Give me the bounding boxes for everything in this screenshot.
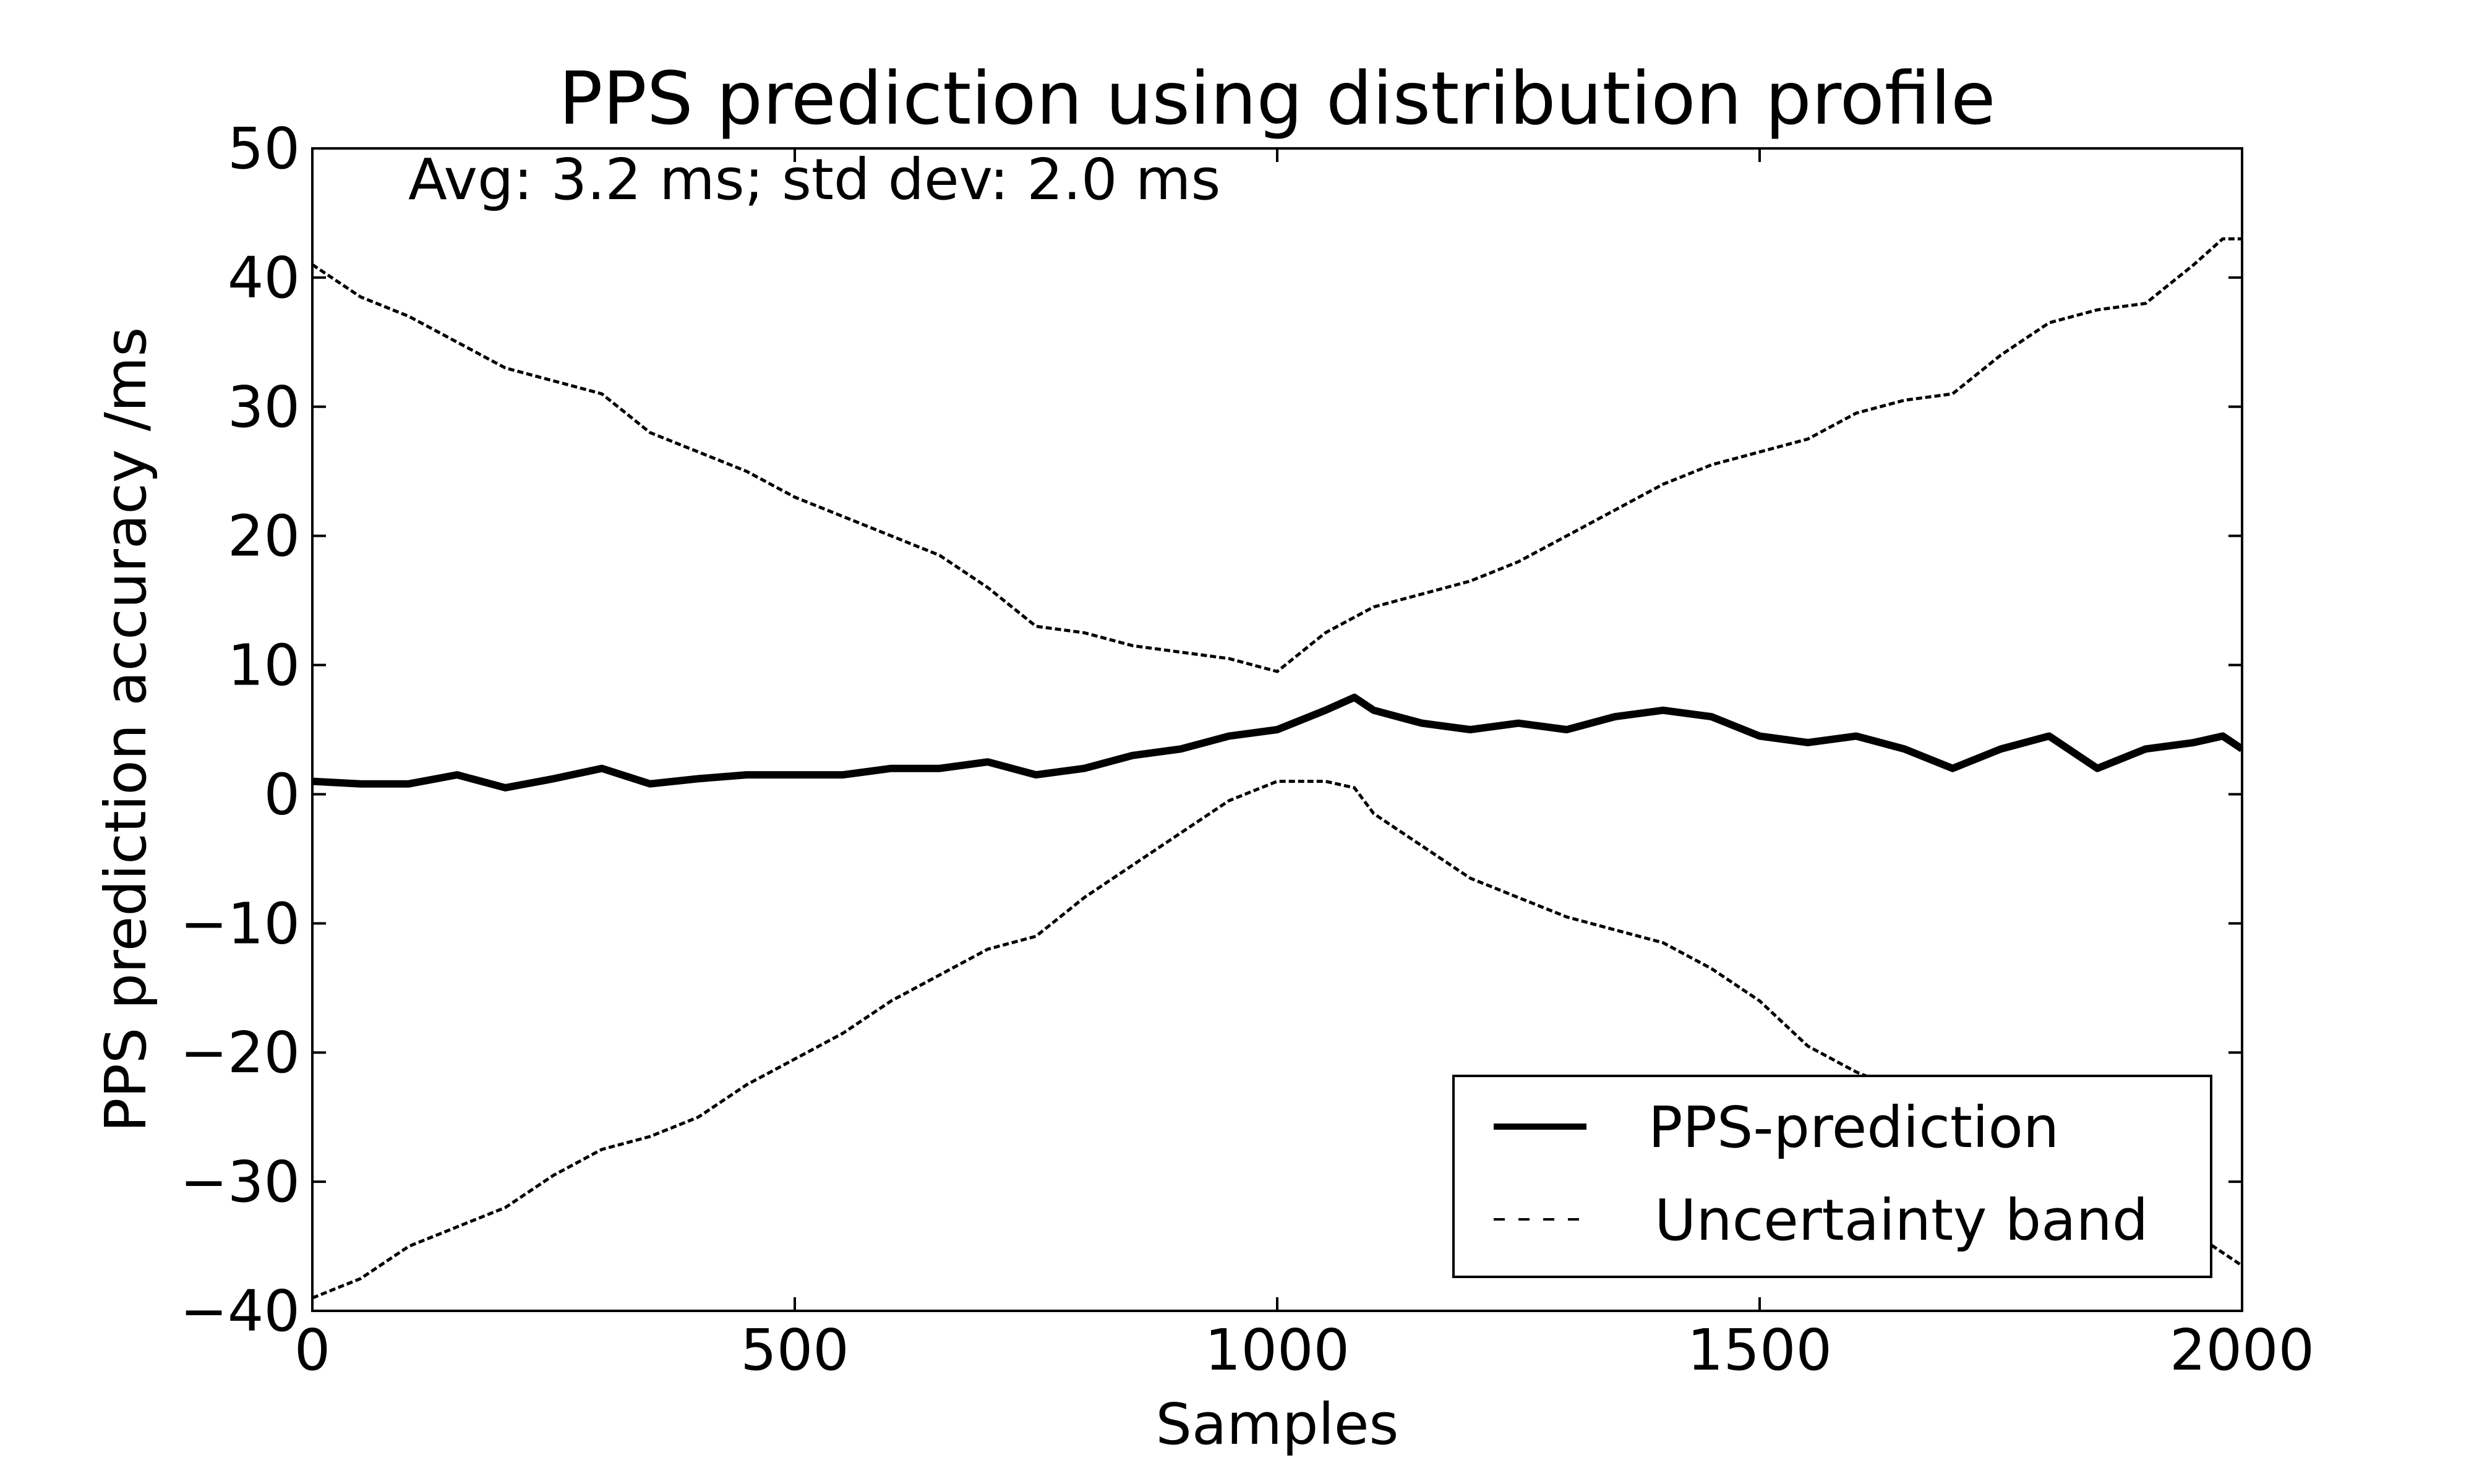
x-tick-label: 2000 [2170, 1317, 2314, 1383]
legend-label-uncertainty-band: Uncertainty band [1654, 1187, 2148, 1253]
series-line-pps-prediction [312, 693, 2242, 791]
legend-label-pps-prediction: PPS-prediction [1648, 1094, 2059, 1161]
y-tick-label: 0 [263, 761, 300, 827]
y-tick-label: −40 [180, 1278, 300, 1344]
y-tick-label: 50 [228, 116, 300, 182]
x-tick-label: 1500 [1687, 1317, 1832, 1383]
y-tick-label: −20 [180, 1020, 300, 1086]
y-tick-label: −30 [180, 1149, 300, 1215]
ticks-group: 0 500 1000 1500 2000 −40 −30 −20 −10 0 10 20 30 40 50 [180, 116, 2314, 1383]
x-tick-label: 0 [294, 1317, 331, 1383]
x-axis-label: Samples [1156, 1391, 1399, 1457]
stats-annotation: Avg: 3.2 ms; std dev: 2.0 ms [408, 147, 1220, 213]
series-line-uncertainty-upper [312, 237, 2242, 673]
y-tick-label: 10 [228, 633, 300, 699]
chart-title: PPS prediction using distribution profil… [559, 56, 1995, 141]
y-tick-label: 40 [228, 245, 300, 311]
y-tick-label: 30 [228, 374, 300, 440]
y-tick-label: −10 [180, 890, 300, 957]
x-tick-label: 1000 [1205, 1317, 1350, 1383]
legend-box [1452, 1075, 2212, 1278]
y-tick-label: 20 [228, 503, 300, 569]
y-axis-label: PPS prediction accuracy /ms [93, 327, 159, 1132]
legend: PPS-prediction Uncertainty band [1452, 1075, 2212, 1278]
x-tick-label: 500 [740, 1317, 849, 1383]
